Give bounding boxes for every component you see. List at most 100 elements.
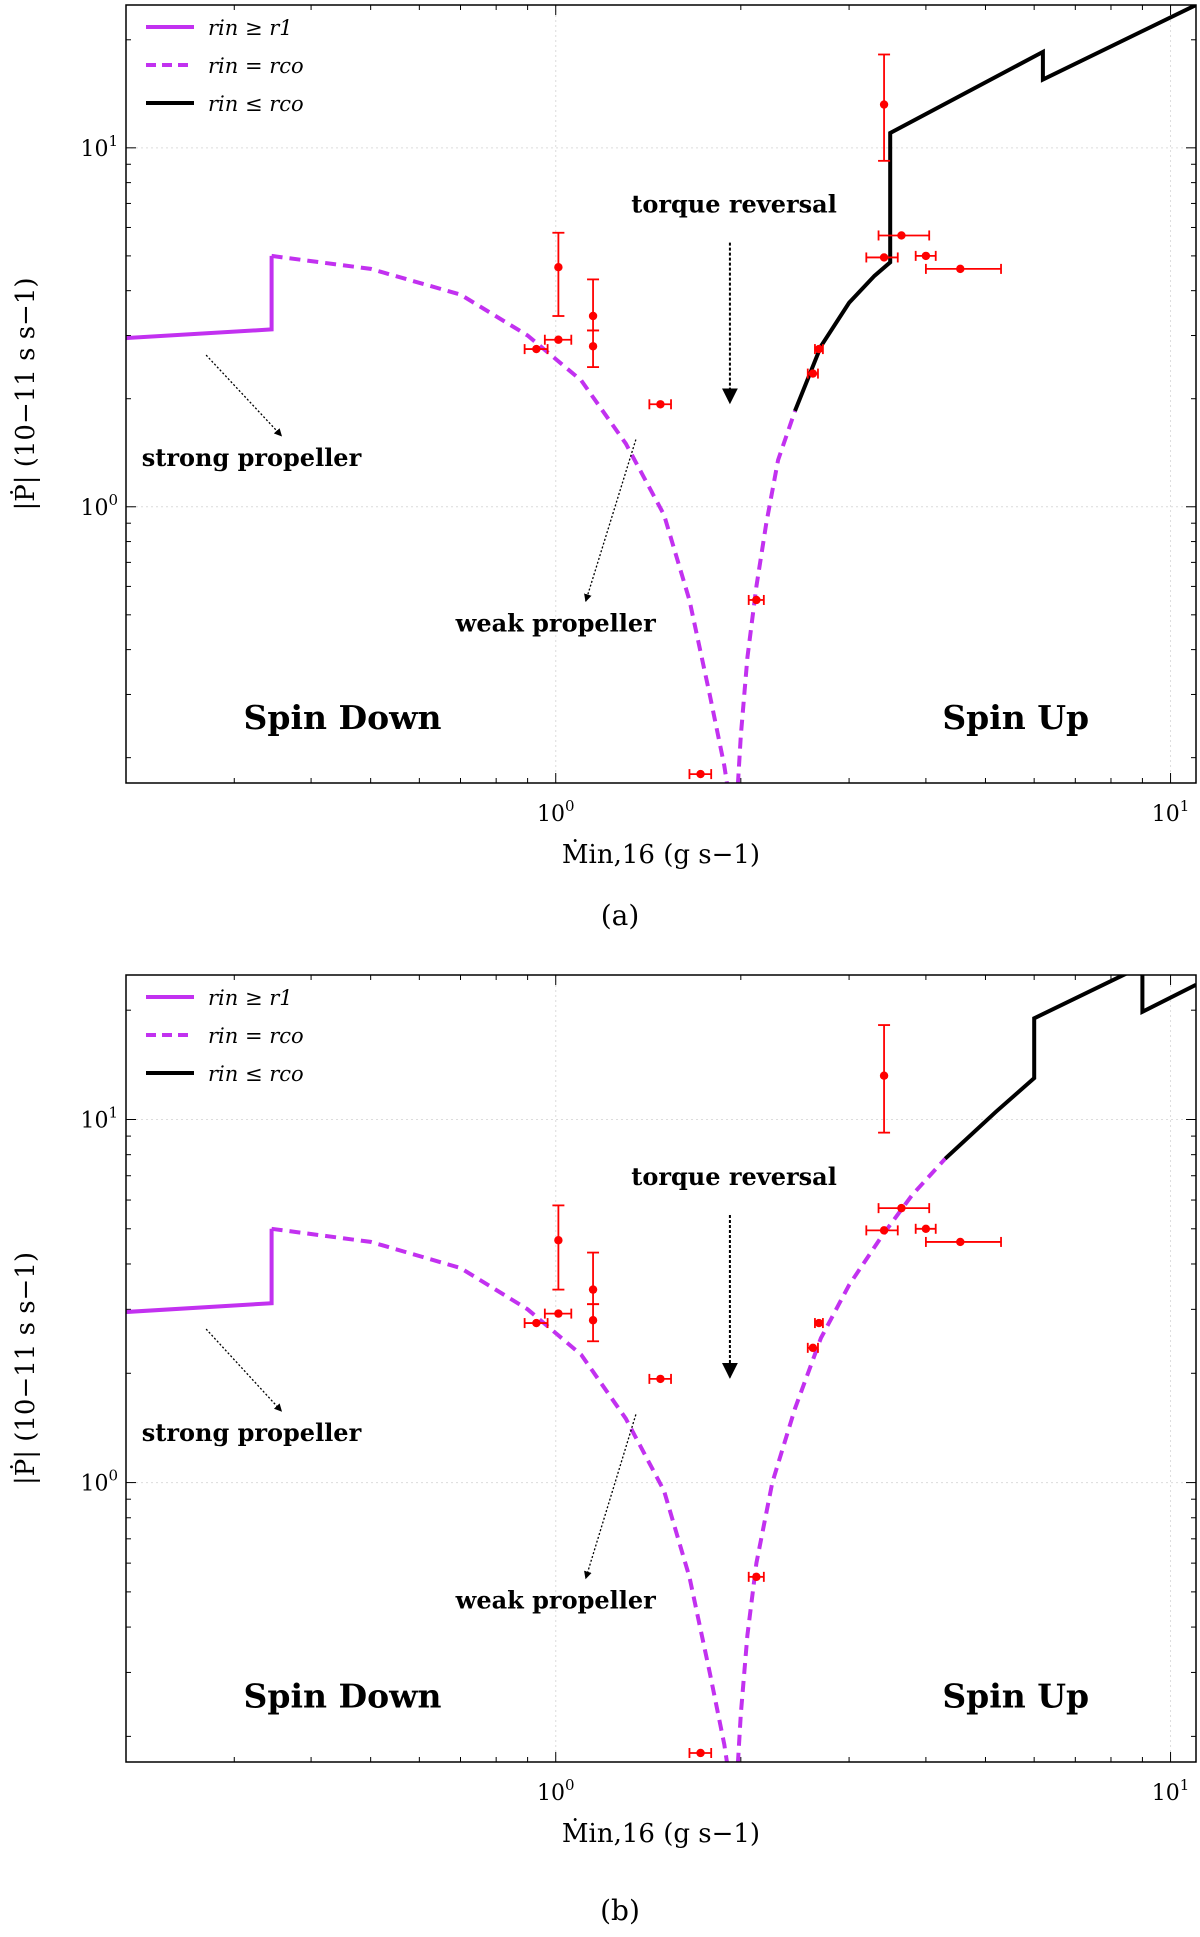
data-point-group bbox=[877, 1203, 931, 1214]
axes-frame bbox=[125, 974, 1197, 1763]
minor-ticks bbox=[125, 5, 1196, 783]
data-point bbox=[814, 344, 824, 354]
series-line bbox=[793, 5, 1196, 412]
data-point-group bbox=[814, 344, 824, 355]
data-point bbox=[532, 344, 541, 354]
data-point bbox=[656, 400, 665, 409]
y-tick-label: 101 bbox=[80, 132, 118, 162]
y-tick-label: 100 bbox=[80, 491, 118, 521]
data-point bbox=[696, 769, 705, 779]
plot-area bbox=[126, 975, 1196, 1762]
panel-a: 100 101 100 101 Ṁin,16 (g s−1) |Ṗ| (10−11 s s… bbox=[10, 4, 1197, 932]
data-point bbox=[956, 1237, 965, 1247]
data-point-group bbox=[924, 263, 1002, 274]
data-point bbox=[752, 595, 761, 605]
data-point bbox=[588, 342, 598, 351]
propeller-arrow bbox=[205, 354, 283, 437]
data-point-group bbox=[587, 278, 600, 332]
data-point bbox=[554, 263, 563, 272]
annotation-label: weak propeller bbox=[455, 1585, 656, 1614]
data-point-group bbox=[914, 1223, 937, 1234]
gridlines bbox=[126, 5, 1196, 783]
propeller-arrow bbox=[584, 1414, 637, 1580]
legend-label: rin ≥ r1 bbox=[208, 986, 293, 1010]
data-point-group bbox=[814, 1318, 824, 1329]
data-point-group bbox=[747, 594, 765, 605]
x-axis-label: Ṁin,16 (g s−1) bbox=[562, 1818, 760, 1849]
axes-frame bbox=[125, 4, 1197, 784]
annotation-label: strong propeller bbox=[142, 443, 362, 472]
data-point bbox=[808, 1343, 818, 1353]
annotation-label: strong propeller bbox=[142, 1418, 362, 1447]
data-point-group bbox=[523, 344, 549, 355]
data-point-group bbox=[688, 1747, 713, 1758]
data-point bbox=[814, 1318, 824, 1328]
data-point bbox=[921, 251, 931, 261]
series-line bbox=[735, 1157, 947, 1762]
legend-label: rin = rco bbox=[208, 1024, 304, 1048]
series-line bbox=[126, 1228, 274, 1314]
x-tick-label: 100 bbox=[537, 1776, 575, 1806]
data-point bbox=[921, 1224, 931, 1233]
y-axis-label: |Ṗ| (10−11 s s−1) bbox=[10, 277, 41, 510]
plot-area bbox=[126, 5, 1196, 783]
x-tick-label: 101 bbox=[1152, 797, 1190, 827]
data-point bbox=[656, 1374, 665, 1384]
data-point-group bbox=[648, 1373, 672, 1384]
legend-label: rin = rco bbox=[208, 54, 304, 78]
legend-label: rin ≥ r1 bbox=[208, 16, 293, 40]
series-line bbox=[735, 410, 797, 783]
legend: rin ≥ r1 rin = rco rin ≤ rco bbox=[146, 986, 304, 1086]
propeller-arrow bbox=[205, 1328, 283, 1412]
series-line bbox=[271, 1226, 729, 1762]
series-line bbox=[271, 253, 729, 783]
data-point-group bbox=[543, 1308, 573, 1319]
data-point bbox=[554, 335, 563, 344]
data-point-group bbox=[865, 252, 899, 263]
data-point bbox=[554, 1309, 563, 1318]
gridlines bbox=[126, 975, 1196, 1762]
data-point bbox=[879, 100, 889, 109]
data-point-group bbox=[552, 231, 565, 317]
x-axis-label: Ṁin,16 (g s−1) bbox=[562, 839, 760, 870]
data-point-group bbox=[806, 1342, 819, 1353]
data-point-group bbox=[878, 1024, 891, 1134]
annotation-label: weak propeller bbox=[455, 608, 656, 637]
data-point-group bbox=[587, 1251, 600, 1306]
annotations: torque reversal strong propeller weak prop… bbox=[142, 1162, 1089, 1716]
annotation-label: torque reversal bbox=[631, 190, 837, 219]
spin-down-label: Spin Down bbox=[244, 698, 442, 737]
panel-label: (a) bbox=[601, 899, 640, 932]
data-point-group bbox=[587, 329, 600, 368]
data-point bbox=[879, 1071, 889, 1080]
propeller-arrow bbox=[584, 439, 637, 602]
data-point-group bbox=[747, 1571, 765, 1582]
data-point bbox=[588, 1285, 598, 1294]
data-point bbox=[897, 1203, 906, 1213]
data-point-group bbox=[914, 250, 937, 261]
x-tick-label: 100 bbox=[537, 797, 575, 827]
data-point-group bbox=[523, 1318, 549, 1329]
data-point-group bbox=[552, 1204, 565, 1291]
legend-label: rin ≤ rco bbox=[208, 1062, 304, 1086]
data-point bbox=[897, 231, 906, 240]
annotation-label: torque reversal bbox=[631, 1162, 837, 1191]
data-point-group bbox=[587, 1303, 600, 1343]
data-point bbox=[696, 1748, 705, 1758]
data-point-group bbox=[806, 368, 819, 379]
data-point-group bbox=[688, 769, 713, 780]
series-line bbox=[126, 255, 274, 341]
data-point bbox=[808, 369, 818, 378]
x-tick-label: 101 bbox=[1152, 1776, 1190, 1806]
spin-up-label: Spin Up bbox=[942, 698, 1089, 737]
y-tick-label: 101 bbox=[80, 1103, 118, 1133]
annotations: torque reversal strong propeller weak prop… bbox=[142, 190, 1089, 738]
y-axis-label: |Ṗ| (10−11 s s−1) bbox=[10, 1252, 41, 1485]
data-point-group bbox=[877, 230, 931, 241]
data-point-group bbox=[543, 334, 573, 345]
data-point bbox=[879, 1226, 889, 1235]
data-point bbox=[554, 1236, 563, 1245]
y-tick-label: 100 bbox=[80, 1467, 118, 1497]
data-point-group bbox=[878, 53, 891, 162]
